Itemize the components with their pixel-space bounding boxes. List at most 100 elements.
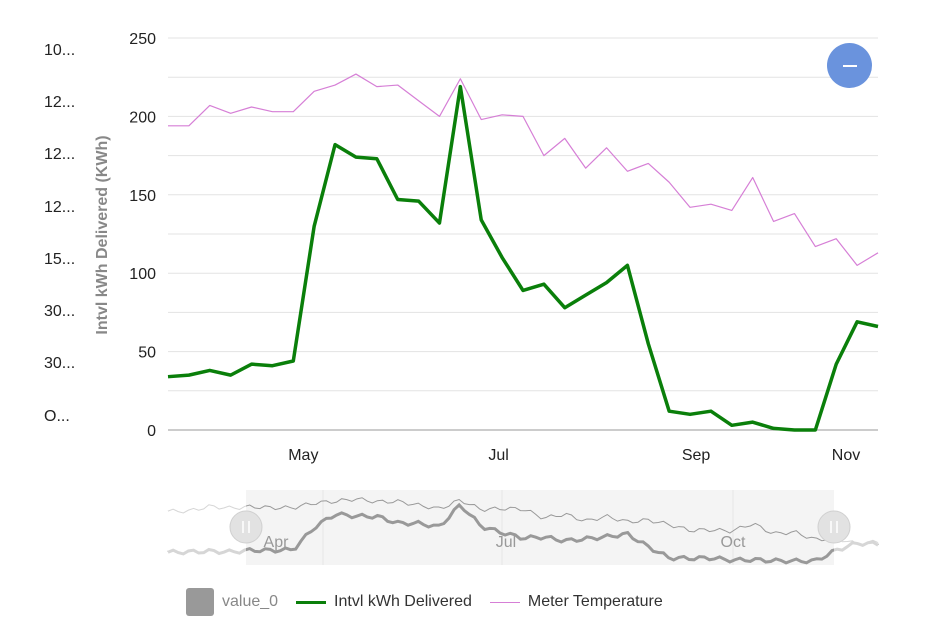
data-point-temperature <box>354 72 358 76</box>
data-point-kwh <box>542 282 546 286</box>
data-point-temperature <box>208 103 212 107</box>
data-point-kwh <box>333 143 337 147</box>
data-point-temperature <box>688 205 692 209</box>
y-tick-label: 100 <box>129 266 156 283</box>
data-point-temperature <box>876 251 880 255</box>
data-point-kwh <box>250 362 254 366</box>
side-label: 12... <box>44 94 76 111</box>
data-point-kwh <box>479 218 483 222</box>
data-point-kwh <box>646 342 650 346</box>
data-point-temperature <box>730 208 734 212</box>
data-point-temperature <box>563 136 567 140</box>
data-point-temperature <box>229 111 233 115</box>
x-tick-label: May <box>288 447 318 464</box>
data-point-temperature <box>813 245 817 249</box>
navigator-tick-label: Oct <box>721 534 746 551</box>
zoom-out-button[interactable] <box>827 43 872 88</box>
grid-lines <box>168 37 878 431</box>
navigator-selection[interactable] <box>246 490 834 565</box>
data-point-kwh <box>813 428 817 432</box>
data-point-temperature <box>375 85 379 89</box>
data-point-kwh <box>500 256 504 260</box>
data-point-temperature <box>772 219 776 223</box>
data-point-kwh <box>876 325 880 329</box>
navigator-series-temperature <box>167 497 879 546</box>
handle-circle <box>229 510 263 544</box>
data-point-kwh <box>834 362 838 366</box>
series-line-temperature <box>168 73 879 266</box>
data-point-kwh <box>563 306 567 310</box>
side-label: 15... <box>44 251 76 268</box>
data-point-temperature <box>396 83 400 87</box>
data-point-kwh <box>417 199 421 203</box>
navigator-series-kwh <box>167 502 879 565</box>
navigator-handle-left[interactable] <box>229 510 263 544</box>
chart: 0 50 100 150 200 250 May Jul Sep Nov Intvl kWh D… <box>94 31 880 565</box>
x-tick-label: Sep <box>682 447 711 464</box>
data-point-temperature <box>312 89 316 93</box>
data-point-temperature <box>437 114 441 118</box>
data-point-temperature <box>584 166 588 170</box>
y-tick-label: 200 <box>129 109 156 126</box>
legend-label: Meter Temperature <box>527 593 663 610</box>
data-point-temperature <box>834 237 838 241</box>
legend-item-temperature[interactable]: Meter Temperature <box>489 593 663 611</box>
data-point-kwh <box>521 288 525 292</box>
data-point-temperature <box>792 212 796 216</box>
data-point-kwh <box>208 368 212 372</box>
data-point-kwh <box>291 359 295 363</box>
data-point-kwh <box>584 293 588 297</box>
y-tick-label: 150 <box>129 188 156 205</box>
series-layer <box>166 72 880 432</box>
data-point-kwh <box>667 409 671 413</box>
x-axis: May Jul Sep Nov <box>288 447 860 464</box>
data-point-kwh <box>688 412 692 416</box>
data-point-temperature <box>479 118 483 122</box>
data-point-temperature <box>542 154 546 158</box>
legend-item-kwh[interactable]: Intvl kWh Delivered <box>296 593 472 611</box>
data-point-kwh <box>792 428 796 432</box>
side-label: 30... <box>44 303 76 320</box>
data-point-temperature <box>709 202 713 206</box>
data-point-kwh <box>605 281 609 285</box>
legend-swatch <box>296 600 327 604</box>
legend-label: Intvl kWh Delivered <box>334 593 472 610</box>
data-point-kwh <box>396 198 400 202</box>
data-point-kwh <box>437 221 441 225</box>
data-point-kwh <box>354 155 358 159</box>
data-point-kwh <box>730 423 734 427</box>
navigator-handle-right[interactable] <box>817 510 851 544</box>
data-point-temperature <box>500 113 504 117</box>
side-label: O... <box>44 408 70 425</box>
navigator-tick-label: Jul <box>496 534 516 551</box>
series-line-kwh <box>167 84 879 432</box>
y-axis-label: Intvl kWh Delivered (KWh) <box>94 135 111 334</box>
data-point-kwh <box>458 85 462 89</box>
y-tick-label: 50 <box>138 345 156 362</box>
navigator[interactable]: Apr Jul Oct <box>167 490 879 565</box>
legend-swatch <box>186 588 214 616</box>
data-point-kwh <box>709 409 713 413</box>
data-point-temperature <box>417 99 421 103</box>
handle-circle <box>817 510 851 544</box>
data-point-kwh <box>751 420 755 424</box>
data-point-temperature <box>250 105 254 109</box>
legend-swatch <box>489 601 520 603</box>
minus-icon <box>842 64 857 67</box>
data-point-temperature <box>605 146 609 150</box>
legend-item-value-0[interactable]: value_0 <box>186 588 278 616</box>
data-point-temperature <box>855 263 859 267</box>
side-label: 30... <box>44 355 76 372</box>
data-point-temperature <box>646 161 650 165</box>
data-point-temperature <box>270 110 274 114</box>
data-point-kwh <box>312 224 316 228</box>
side-labels: 10... 12... 12... 12... 15... 30... 30..… <box>0 0 90 460</box>
data-point-temperature <box>667 180 671 184</box>
data-point-temperature <box>166 124 170 128</box>
data-point-temperature <box>521 114 525 118</box>
x-tick-label: Jul <box>488 447 508 464</box>
data-point-temperature <box>458 77 462 81</box>
y-tick-label: 0 <box>147 423 156 440</box>
y-axis: 0 50 100 150 200 250 <box>129 31 156 440</box>
data-point-temperature <box>751 176 755 180</box>
